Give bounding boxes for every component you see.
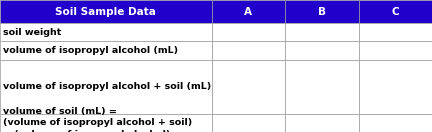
Bar	[359, 114, 432, 132]
Text: Soil Sample Data: Soil Sample Data	[55, 7, 156, 17]
Bar	[0, 23, 212, 41]
Bar	[359, 60, 432, 114]
Bar	[212, 60, 285, 114]
Bar	[285, 23, 359, 41]
Text: volume of soil (mL) =
(volume of isopropyl alcohol + soil)
 – (volume of isoprop: volume of soil (mL) = (volume of isoprop…	[3, 107, 192, 132]
Bar	[0, 41, 212, 60]
Bar	[359, 0, 432, 23]
Bar	[212, 23, 285, 41]
Bar	[359, 41, 432, 60]
Bar	[0, 114, 212, 132]
Bar	[285, 0, 359, 23]
Text: soil weight: soil weight	[3, 28, 61, 37]
Text: volume of isopropyl alcohol + soil (mL): volume of isopropyl alcohol + soil (mL)	[3, 82, 211, 91]
Bar	[359, 23, 432, 41]
Bar	[212, 114, 285, 132]
Bar	[285, 41, 359, 60]
Text: A: A	[245, 7, 252, 17]
Text: B: B	[318, 7, 326, 17]
Bar	[212, 0, 285, 23]
Bar	[285, 114, 359, 132]
Bar	[0, 0, 212, 23]
Text: C: C	[391, 7, 399, 17]
Text: volume of isopropyl alcohol (mL): volume of isopropyl alcohol (mL)	[3, 46, 178, 55]
Bar	[285, 60, 359, 114]
Bar	[212, 41, 285, 60]
Bar	[0, 60, 212, 114]
